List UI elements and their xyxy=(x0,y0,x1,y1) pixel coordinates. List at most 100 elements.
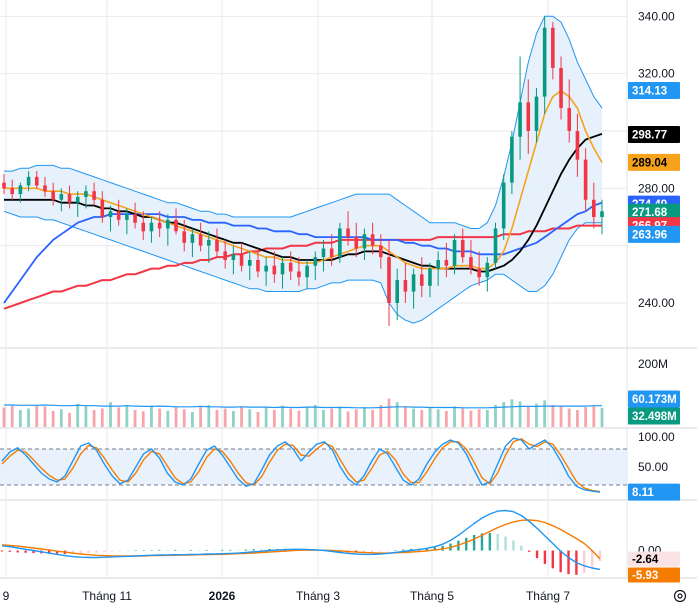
candle[interactable] xyxy=(583,148,588,212)
candle[interactable] xyxy=(247,251,252,281)
candle[interactable] xyxy=(551,22,555,80)
candle[interactable] xyxy=(34,171,39,189)
candle[interactable] xyxy=(534,88,539,143)
candle[interactable] xyxy=(518,56,522,160)
volume-bar xyxy=(10,405,14,427)
candle[interactable] xyxy=(190,228,195,258)
candle[interactable] xyxy=(141,211,146,240)
candle[interactable] xyxy=(436,251,440,286)
volume-panel[interactable] xyxy=(2,398,604,427)
candle[interactable] xyxy=(272,251,277,283)
candle[interactable] xyxy=(362,228,367,260)
candle[interactable] xyxy=(51,182,55,206)
candle[interactable] xyxy=(411,268,416,309)
candle[interactable] xyxy=(84,185,88,209)
candle[interactable] xyxy=(559,56,563,120)
candle[interactable] xyxy=(575,113,580,177)
price-panel[interactable] xyxy=(2,15,604,326)
value-badge-label: 271.68 xyxy=(632,207,668,219)
candle[interactable] xyxy=(59,188,64,212)
candle[interactable] xyxy=(510,131,514,195)
candle[interactable] xyxy=(10,179,14,200)
candle[interactable] xyxy=(198,222,203,252)
candle[interactable] xyxy=(469,239,473,275)
volume-bar xyxy=(494,404,497,427)
candle[interactable] xyxy=(526,79,531,154)
macd-histogram-bar xyxy=(32,550,35,554)
candle[interactable] xyxy=(215,228,219,258)
candle[interactable] xyxy=(501,174,506,240)
macd-histogram-bar xyxy=(205,549,208,551)
candle[interactable] xyxy=(305,260,309,289)
candle[interactable] xyxy=(460,228,465,263)
candle[interactable] xyxy=(182,219,187,252)
candle[interactable] xyxy=(231,245,236,275)
candle[interactable] xyxy=(26,171,31,192)
candle[interactable] xyxy=(428,262,432,298)
candle[interactable] xyxy=(403,262,408,303)
candle[interactable] xyxy=(592,182,596,229)
candle[interactable] xyxy=(419,257,424,298)
candle[interactable] xyxy=(600,199,604,235)
candle[interactable] xyxy=(280,257,285,289)
volume-bar xyxy=(510,399,514,427)
macd-histogram-bar xyxy=(504,536,507,551)
candle[interactable] xyxy=(157,211,162,238)
time-axis[interactable]: 9 Tháng 11 2026 Tháng 3 Tháng 5 Tháng 7 xyxy=(3,589,571,603)
candle[interactable] xyxy=(542,16,547,114)
candle[interactable] xyxy=(67,185,72,209)
macd-histogram-bar xyxy=(189,549,193,551)
candle[interactable] xyxy=(321,239,326,272)
candle[interactable] xyxy=(206,231,211,263)
candle-body xyxy=(92,191,96,200)
candle[interactable] xyxy=(100,191,105,223)
candle[interactable] xyxy=(43,176,47,197)
candle[interactable] xyxy=(395,268,400,321)
candle[interactable] xyxy=(338,222,342,263)
candle[interactable] xyxy=(387,239,391,326)
candle[interactable] xyxy=(223,239,227,269)
candle[interactable] xyxy=(452,234,457,275)
candle-body xyxy=(575,131,580,160)
volume-bar xyxy=(592,405,596,427)
candle[interactable] xyxy=(297,257,301,286)
candle[interactable] xyxy=(354,222,359,258)
candle[interactable] xyxy=(2,174,6,195)
volume-bar xyxy=(477,409,481,427)
macd-histogram-bar xyxy=(118,550,122,552)
candle-body xyxy=(239,254,244,266)
candle[interactable] xyxy=(18,182,23,203)
candle[interactable] xyxy=(133,202,137,229)
candle[interactable] xyxy=(108,205,113,232)
candle[interactable] xyxy=(493,222,498,269)
candle[interactable] xyxy=(444,242,449,278)
candle[interactable] xyxy=(116,199,121,226)
candle-body xyxy=(395,280,400,303)
macd-histogram-bar xyxy=(181,550,185,551)
gear-icon[interactable] xyxy=(673,589,687,603)
candle[interactable] xyxy=(92,182,96,206)
candle-body xyxy=(518,102,522,137)
stochastic-panel[interactable] xyxy=(0,437,627,493)
candle[interactable] xyxy=(485,257,490,292)
candle[interactable] xyxy=(264,257,268,286)
macd-histogram-bar xyxy=(488,533,492,551)
candle[interactable] xyxy=(477,251,481,286)
candle[interactable] xyxy=(149,217,154,243)
candle[interactable] xyxy=(125,208,129,235)
macd-panel[interactable] xyxy=(0,509,602,575)
candle[interactable] xyxy=(379,234,383,269)
candle[interactable] xyxy=(288,251,293,281)
candle[interactable] xyxy=(370,222,375,255)
candle[interactable] xyxy=(346,211,350,246)
candle[interactable] xyxy=(166,214,170,246)
candle[interactable] xyxy=(313,251,318,281)
price-axis[interactable]: 340.00320.00300.00280.00240.00314.13298.… xyxy=(628,9,680,583)
candle[interactable] xyxy=(174,208,178,235)
candle[interactable] xyxy=(329,234,334,266)
candle[interactable] xyxy=(75,191,80,217)
candle[interactable] xyxy=(567,79,572,143)
candle[interactable] xyxy=(239,242,244,272)
candle-body xyxy=(419,274,424,286)
candle[interactable] xyxy=(256,248,260,278)
